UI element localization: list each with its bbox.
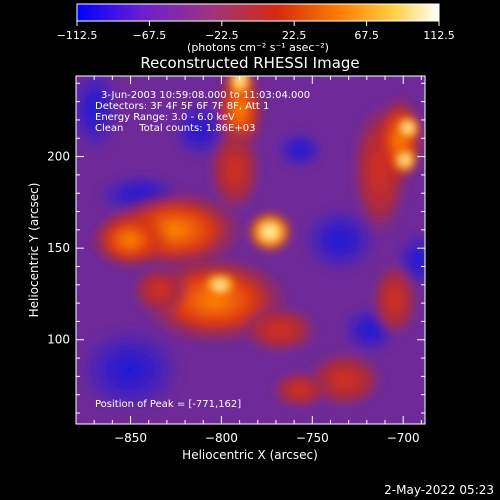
colorbar-tick-label: 67.5	[354, 29, 379, 42]
plot-frame	[75, 75, 426, 425]
energy-range-annotation: Energy Range: 3.0 - 6.0 keV	[95, 112, 235, 123]
colorbar-tick-label: −67.5	[133, 29, 167, 42]
peak-position-annotation: Position of Peak = [-771,162]	[95, 399, 241, 410]
colorbar-unit-label: (photons cm⁻² s⁻¹ asec⁻²)	[187, 41, 329, 54]
clean-counts-annotation: Clean Total counts: 1.86E+03	[95, 123, 255, 134]
heatmap-image: 3-Jun-2003 10:59:08.000 to 11:03:04.000 …	[76, 76, 425, 424]
x-tick-label: −700	[387, 431, 420, 445]
colorbar-ticks	[76, 21, 440, 26]
y-axis-ticks	[76, 82, 425, 414]
y-tick-label: 200	[47, 150, 70, 164]
x-axis-ticks	[93, 76, 422, 424]
y-axis-label: Heliocentric Y (arcsec)	[27, 183, 41, 318]
x-axis-label: Heliocentric X (arcsec)	[182, 448, 318, 462]
time-range-annotation: 3-Jun-2003 10:59:08.000 to 11:03:04.000	[101, 90, 310, 101]
colorbar-tick-label: −22.5	[205, 29, 239, 42]
colorbar	[76, 3, 440, 22]
x-tick-label: −800	[205, 431, 238, 445]
colorbar-tick-label: 22.5	[282, 29, 307, 42]
detectors-annotation: Detectors: 3F 4F 5F 6F 7F 8F, Att 1	[95, 101, 269, 112]
x-tick-label: −750	[296, 431, 329, 445]
x-tick-label: −850	[114, 431, 147, 445]
colorbar-tick-label: 112.5	[423, 29, 455, 42]
y-tick-label: 100	[47, 333, 70, 347]
colorbar-tick-label: −112.5	[57, 29, 98, 42]
y-tick-label: 150	[47, 241, 70, 255]
chart-title: Reconstructed RHESSI Image	[140, 54, 359, 72]
timestamp: 2-May-2022 05:23	[384, 483, 494, 497]
